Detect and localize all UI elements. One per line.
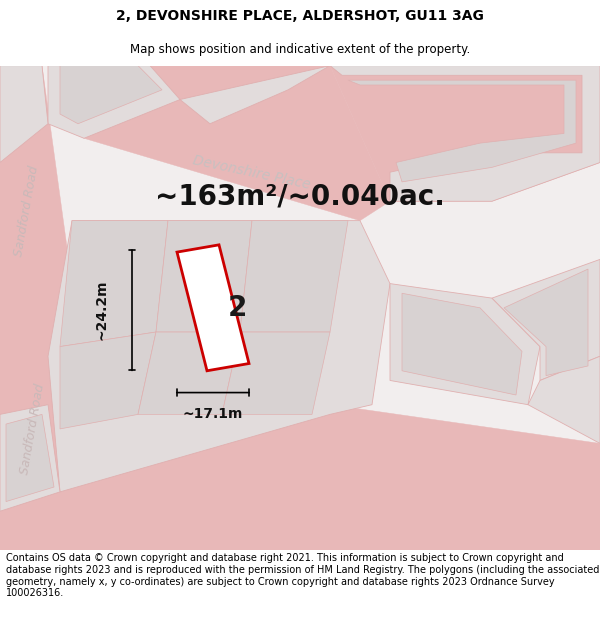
Polygon shape xyxy=(0,405,60,511)
Polygon shape xyxy=(6,414,54,501)
Polygon shape xyxy=(177,245,249,371)
Polygon shape xyxy=(138,332,240,414)
Polygon shape xyxy=(0,66,600,550)
Polygon shape xyxy=(48,221,390,492)
Polygon shape xyxy=(60,332,156,429)
Polygon shape xyxy=(528,356,600,444)
Text: ~163m²/~0.040ac.: ~163m²/~0.040ac. xyxy=(155,182,445,211)
Text: Devonshire Place: Devonshire Place xyxy=(192,153,312,191)
Polygon shape xyxy=(390,284,540,405)
Polygon shape xyxy=(60,66,162,124)
Polygon shape xyxy=(330,66,600,201)
Text: 2: 2 xyxy=(227,294,247,322)
Polygon shape xyxy=(60,66,390,221)
Polygon shape xyxy=(504,269,588,376)
Text: ~17.1m: ~17.1m xyxy=(183,408,243,421)
Polygon shape xyxy=(240,221,348,332)
Polygon shape xyxy=(156,221,252,332)
Polygon shape xyxy=(492,259,600,381)
Text: Map shows position and indicative extent of the property.: Map shows position and indicative extent… xyxy=(130,42,470,56)
Polygon shape xyxy=(180,66,330,124)
Text: ~24.2m: ~24.2m xyxy=(95,280,109,341)
Text: Sandford Road: Sandford Road xyxy=(13,164,41,258)
Polygon shape xyxy=(222,332,330,414)
Polygon shape xyxy=(0,405,600,550)
Polygon shape xyxy=(348,80,576,182)
Polygon shape xyxy=(48,66,180,138)
Polygon shape xyxy=(402,293,522,395)
Polygon shape xyxy=(330,66,600,201)
Text: Contains OS data © Crown copyright and database right 2021. This information is : Contains OS data © Crown copyright and d… xyxy=(6,553,599,598)
Polygon shape xyxy=(0,66,72,550)
Text: 2, DEVONSHIRE PLACE, ALDERSHOT, GU11 3AG: 2, DEVONSHIRE PLACE, ALDERSHOT, GU11 3AG xyxy=(116,9,484,23)
Polygon shape xyxy=(60,221,168,346)
Text: Sandford Road: Sandford Road xyxy=(19,382,47,476)
Polygon shape xyxy=(0,66,48,162)
Polygon shape xyxy=(0,284,84,550)
